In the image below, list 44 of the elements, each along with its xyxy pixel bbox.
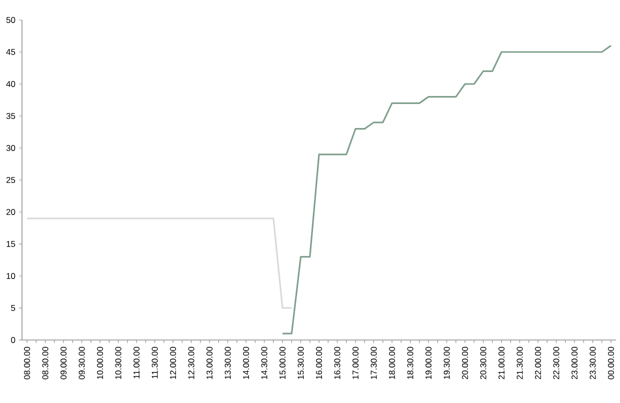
x-tick-label: 11.30.00 <box>152 346 158 378</box>
x-tick-label: 14.00.00 <box>243 346 250 379</box>
x-tick-label: 22.30.00 <box>553 346 560 380</box>
x-tick-label: 13.00.00 <box>206 346 213 379</box>
y-tick-label: 50 <box>6 16 16 23</box>
x-tick-label: 16.30.00 <box>334 346 340 379</box>
x-tick-label: 22.00.00 <box>534 346 541 380</box>
y-tick-label: 45 <box>6 49 16 55</box>
x-tick-label: 23.00.00 <box>571 346 578 380</box>
y-tick-label: 15 <box>6 241 16 247</box>
x-tick-label: 14.30.00 <box>261 346 268 379</box>
x-tick-label: 18.30.00 <box>407 346 414 379</box>
x-tick-label: 08.30.00 <box>42 346 48 380</box>
x-tick-label: 21.00.00 <box>498 346 504 380</box>
x-tick-label: 13.30.00 <box>224 346 231 379</box>
x-tick-label: 10.00.00 <box>97 346 104 379</box>
x-tick-label: 18.00.00 <box>389 346 396 379</box>
x-tick-label: 20.30.00 <box>480 346 486 380</box>
x-tick-label: 19.30.00 <box>444 346 450 379</box>
x-tick-label: 12.30.00 <box>188 346 194 379</box>
x-tick-label: 15.30.00 <box>298 346 304 379</box>
y-tick-label: 0 <box>11 336 16 343</box>
x-tick-label: 11.00.00 <box>134 346 140 378</box>
x-tick-label: 17.00.00 <box>352 346 359 379</box>
x-tick-label: 12.00.00 <box>170 346 176 379</box>
x-tick-label: 09.30.00 <box>78 346 85 380</box>
x-tick-label: 21.30.00 <box>516 346 523 380</box>
y-tick-label: 30 <box>6 144 16 151</box>
y-tick-label: 25 <box>6 176 16 183</box>
x-tick-label: 17.30.00 <box>370 346 377 379</box>
y-tick-label: 5 <box>11 305 16 311</box>
x-tick-label: 19.00.00 <box>425 346 432 379</box>
y-tick-label: 40 <box>6 80 16 87</box>
y-tick-label: 10 <box>6 272 16 279</box>
x-tick-label: 15.00.00 <box>280 346 286 379</box>
x-tick-label: 10.30.00 <box>115 346 122 379</box>
x-tick-label: 00.00.00 <box>608 346 614 380</box>
x-tick-label: 09.00.00 <box>60 346 67 380</box>
x-tick-label: 20.00.00 <box>462 346 468 380</box>
x-tick-label: 23.30.00 <box>590 346 596 380</box>
y-tick-label: 35 <box>6 112 16 119</box>
x-tick-label: 08.00.00 <box>24 346 30 380</box>
y-tick-label: 20 <box>6 208 16 215</box>
x-tick-label: 16.00.00 <box>316 346 322 379</box>
